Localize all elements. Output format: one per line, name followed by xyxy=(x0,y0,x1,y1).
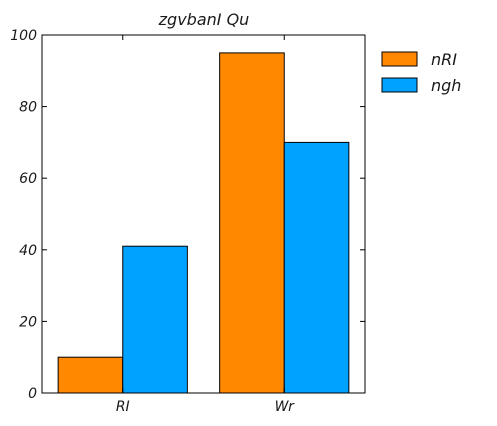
bar-nRI-Wr xyxy=(219,52,285,394)
y-tick-label: 80 xyxy=(19,100,37,116)
y-tick-label: 60 xyxy=(19,171,37,187)
chart-title: zgvbanI Qu xyxy=(158,10,250,29)
legend-label-ngh: ngh xyxy=(431,76,461,95)
bar-nRI-RI xyxy=(57,356,124,394)
legend-swatch-ngh xyxy=(381,77,418,93)
y-axis: 0 20 40 60 80 100 xyxy=(10,28,365,402)
x-tick-label: RI xyxy=(116,399,130,415)
x-axis: RI Wr xyxy=(116,35,295,415)
y-tick-label: 40 xyxy=(19,243,37,259)
bar-ngh-Wr xyxy=(283,141,350,394)
y-tick-label: 100 xyxy=(10,28,37,44)
y-tick-label: 0 xyxy=(28,386,37,402)
plot-frame xyxy=(41,34,366,394)
legend: nRI ngh xyxy=(381,50,461,95)
bar-ngh-RI xyxy=(122,245,188,394)
y-tick-label: 20 xyxy=(19,314,37,330)
x-tick-label: Wr xyxy=(275,399,296,415)
legend-label-nRI: nRI xyxy=(431,50,457,69)
bars-group xyxy=(57,52,350,394)
legend-swatch-nRI xyxy=(381,51,418,67)
